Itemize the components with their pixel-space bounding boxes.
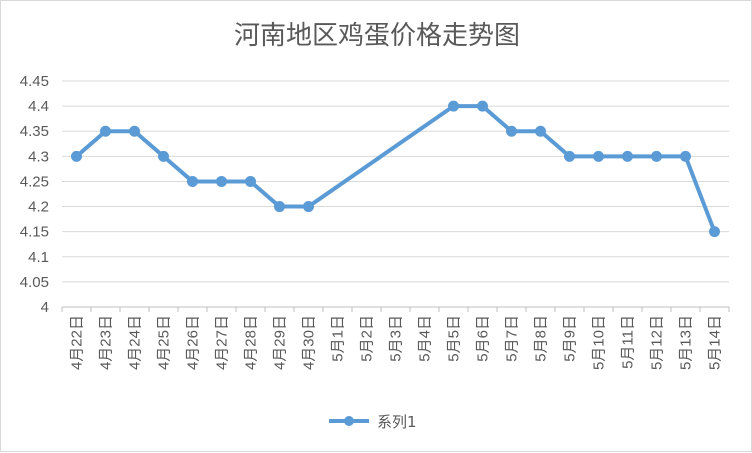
data-point — [535, 125, 546, 137]
x-tick-label: 5月5日 — [446, 315, 463, 362]
data-point — [158, 150, 169, 162]
x-tick-label: 4月30日 — [301, 315, 318, 370]
data-point — [593, 150, 604, 162]
x-tick-label: 5月7日 — [504, 315, 521, 362]
x-tick-label: 4月29日 — [272, 315, 289, 370]
x-tick-label: 5月14日 — [707, 315, 724, 370]
data-point — [274, 201, 285, 213]
data-point — [680, 150, 691, 162]
data-point — [129, 125, 140, 137]
y-tick-label: 4.45 — [20, 73, 49, 90]
y-tick-label: 4.15 — [20, 224, 49, 241]
x-tick-label: 5月3日 — [388, 315, 405, 362]
y-tick-label: 4.2 — [28, 199, 49, 216]
x-tick-label: 5月9日 — [562, 315, 579, 362]
x-tick-label: 5月13日 — [678, 315, 695, 370]
y-tick-label: 4.3 — [28, 148, 49, 165]
x-tick-label: 5月4日 — [417, 315, 434, 362]
x-tick-label: 5月10日 — [591, 315, 608, 370]
data-point — [477, 100, 488, 112]
y-tick-label: 4.25 — [20, 173, 49, 190]
data-point — [448, 100, 459, 112]
data-point — [709, 226, 720, 238]
data-point — [622, 150, 633, 162]
legend-marker — [344, 416, 354, 426]
x-tick-label: 5月2日 — [359, 315, 376, 362]
chart-title: 河南地区鸡蛋价格走势图 — [233, 21, 520, 51]
legend-label: 系列1 — [377, 413, 417, 431]
data-point — [100, 125, 111, 137]
x-tick-label: 5月6日 — [475, 315, 492, 362]
x-tick-label: 5月12日 — [649, 315, 666, 370]
data-point — [71, 150, 82, 162]
data-point — [216, 175, 227, 187]
data-point — [506, 125, 517, 137]
y-tick-label: 4 — [41, 299, 49, 316]
y-tick-label: 4.35 — [20, 123, 49, 140]
data-point — [564, 150, 575, 162]
data-point — [187, 175, 198, 187]
data-point — [651, 150, 662, 162]
x-tick-label: 4月22日 — [69, 315, 86, 370]
data-point — [303, 201, 314, 213]
x-tick-label: 4月28日 — [243, 315, 260, 370]
x-tick-label: 4月27日 — [214, 315, 231, 370]
x-tick-label: 5月8日 — [533, 315, 550, 362]
y-tick-label: 4.05 — [20, 274, 49, 291]
series-line — [74, 104, 717, 234]
x-tick-label: 5月1日 — [330, 315, 347, 362]
y-tick-label: 4.4 — [28, 98, 49, 115]
data-point — [245, 175, 256, 187]
x-tick-label: 4月24日 — [127, 315, 144, 370]
x-tick-label: 4月25日 — [156, 315, 173, 370]
x-tick-label: 4月23日 — [98, 315, 115, 370]
x-tick-label: 5月11日 — [620, 315, 637, 369]
y-tick-label: 4.1 — [28, 249, 49, 266]
x-tick-label: 4月26日 — [185, 315, 202, 370]
